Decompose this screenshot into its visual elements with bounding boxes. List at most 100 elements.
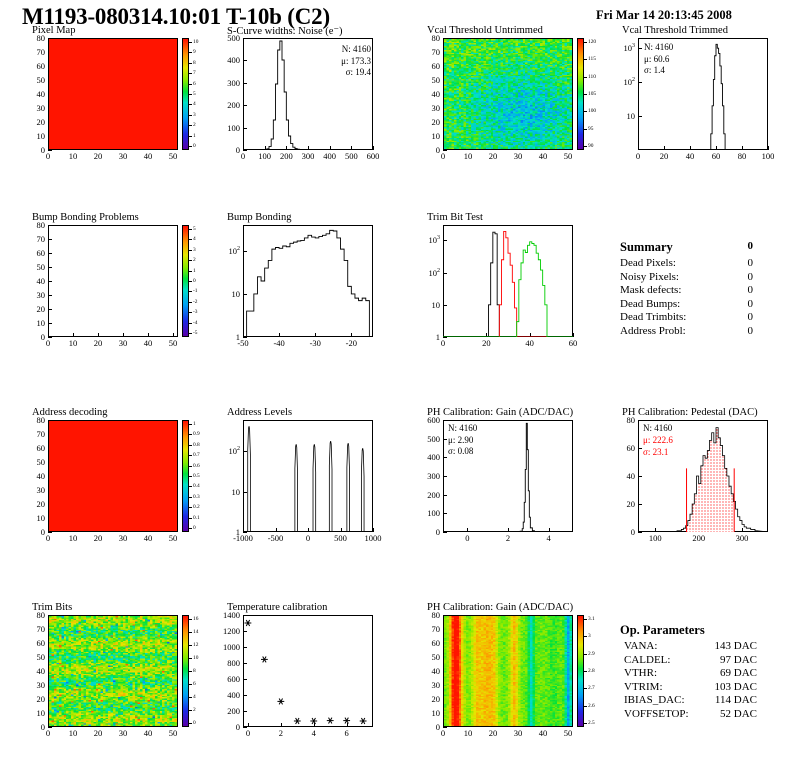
panel-pixel-map: Pixel Map 0 10 20 30 40 50 0 10 20 30 40 50 60 70 80 10… bbox=[10, 25, 205, 166]
x-tick-label: 30 bbox=[118, 728, 128, 738]
y-tick-label: 400 bbox=[427, 452, 440, 463]
pixel-map-colorbar bbox=[182, 38, 189, 150]
colorbar-label: 105 bbox=[588, 91, 597, 97]
op-parameter-label: VANA: bbox=[624, 640, 658, 652]
trim-bit-series-trimbit-2 bbox=[443, 230, 573, 337]
y-tick-label: 500 bbox=[227, 33, 240, 43]
panel-title: Vcal Threshold Trimmed bbox=[622, 25, 728, 36]
y-tick-label: 20 bbox=[36, 499, 46, 509]
x-tick-label: 100 bbox=[258, 151, 272, 161]
x-tick-label: 100 bbox=[761, 151, 775, 161]
y-tick bbox=[443, 513, 447, 515]
colorbar-label: 0.7 bbox=[193, 452, 200, 459]
x-tick bbox=[286, 146, 288, 150]
y-tick bbox=[243, 82, 247, 84]
y-tick-label: 40 bbox=[36, 471, 46, 481]
ph-pedestal-stats-red: μ: 222.6 σ: 23.1 bbox=[643, 435, 673, 457]
colorbar-label: 1 bbox=[193, 132, 196, 139]
op-parameter-label: VOFFSETOP: bbox=[624, 707, 689, 720]
y-tick-label: 0 bbox=[40, 332, 45, 342]
x-tick-label: 0 bbox=[45, 533, 51, 543]
summary-row-value: 0 bbox=[747, 324, 754, 337]
pedestal-cut-region bbox=[686, 427, 735, 532]
colorbar-tick bbox=[189, 62, 192, 64]
colorbar-tick bbox=[189, 94, 192, 95]
colorbar-label: 0 bbox=[193, 525, 196, 531]
colorbar-label: 3 bbox=[193, 246, 196, 253]
vcal-trimmed-stats: N: 4160 μ: 60.6 σ: 1.4 bbox=[644, 42, 674, 75]
colorbar-tick bbox=[584, 636, 587, 638]
x-tick-label: 0 bbox=[440, 338, 446, 348]
y-tick-label: 40 bbox=[431, 89, 441, 99]
x-tick bbox=[308, 146, 309, 150]
x-tick bbox=[655, 528, 657, 532]
y-tick-label: 0 bbox=[40, 145, 45, 155]
colorbar-tick bbox=[584, 146, 587, 147]
y-tick bbox=[443, 532, 447, 533]
summary-row-value: 0 bbox=[747, 270, 754, 283]
x-tick bbox=[329, 146, 331, 150]
x-tick bbox=[548, 528, 550, 532]
y-tick bbox=[48, 337, 52, 338]
colorbar-tick bbox=[189, 229, 192, 230]
colorbar-label: 4 bbox=[193, 694, 196, 700]
colorbar-label: 0.3 bbox=[193, 493, 200, 500]
x-tick bbox=[173, 333, 175, 337]
scatter-marker bbox=[277, 698, 285, 705]
y-tick bbox=[48, 38, 52, 39]
x-tick bbox=[573, 333, 574, 337]
x-tick-label: 20 bbox=[488, 151, 498, 161]
x-tick bbox=[664, 146, 665, 150]
colorbar-tick bbox=[584, 76, 587, 78]
scatter-marker bbox=[260, 656, 268, 663]
colorbar-label: -4 bbox=[193, 319, 198, 326]
x-tick-label: -50 bbox=[237, 338, 249, 348]
y-tick bbox=[443, 476, 447, 477]
x-tick bbox=[486, 333, 488, 337]
colorbar-label: 4 bbox=[193, 101, 196, 108]
y-tick bbox=[243, 105, 247, 107]
x-tick-label: 60 bbox=[711, 151, 721, 161]
y-tick bbox=[243, 337, 247, 338]
colorbar-tick bbox=[189, 281, 192, 282]
x-tick-label: 500 bbox=[344, 151, 358, 161]
colorbar-label: 16 bbox=[193, 616, 199, 622]
y-tick-label: 400 bbox=[227, 690, 240, 700]
x-tick bbox=[716, 146, 717, 150]
colorbar-label: 3 bbox=[193, 111, 196, 118]
x-tick bbox=[147, 333, 149, 337]
y-tick bbox=[48, 727, 52, 728]
panel-title: Trim Bits bbox=[32, 602, 73, 613]
x-tick-label: -500 bbox=[267, 533, 284, 543]
x-tick bbox=[280, 723, 282, 727]
x-tick-label: 50 bbox=[168, 728, 178, 738]
x-tick-label: 30 bbox=[513, 728, 523, 738]
colorbar-label: 0 bbox=[193, 278, 196, 284]
y-tick bbox=[638, 116, 642, 118]
x-tick bbox=[443, 723, 444, 727]
colorbar-tick bbox=[584, 688, 587, 690]
summary-row-label: Dead Pixels: bbox=[620, 257, 676, 269]
x-tick-label: 40 bbox=[538, 728, 548, 738]
panel-vcal-threshold-trimmed: Vcal Threshold Trimmed 0 20 40 60 80 100 10 102… bbox=[600, 25, 790, 166]
x-tick-label: 0 bbox=[45, 151, 51, 161]
y-tick-label: 100 bbox=[227, 122, 240, 133]
colorbar-label: -5 bbox=[193, 330, 198, 336]
panel-title: Vcal Threshold Untrimmed bbox=[427, 25, 543, 36]
op-parameter-value: 103 DAC bbox=[714, 680, 757, 693]
colorbar-tick bbox=[584, 723, 587, 724]
x-tick-label: 20 bbox=[93, 728, 103, 738]
colorbar-tick bbox=[189, 496, 192, 498]
x-tick bbox=[340, 528, 342, 532]
x-tick bbox=[508, 528, 509, 532]
y-tick bbox=[48, 615, 52, 616]
y-tick-label: 0 bbox=[630, 527, 635, 537]
colorbar-tick bbox=[189, 73, 192, 75]
panel-s-curve-widths: S-Curve widths: Noise (e⁻) 0 100 200 300 400… bbox=[205, 26, 400, 166]
panel-title: PH Calibration: Gain (ADC/DAC) bbox=[427, 602, 574, 613]
y-tick-label: 0 bbox=[235, 722, 240, 732]
panel-title: Trim Bit Test bbox=[427, 212, 483, 223]
colorbar-tick bbox=[189, 104, 192, 106]
pixel-map-heatmap bbox=[49, 39, 177, 149]
